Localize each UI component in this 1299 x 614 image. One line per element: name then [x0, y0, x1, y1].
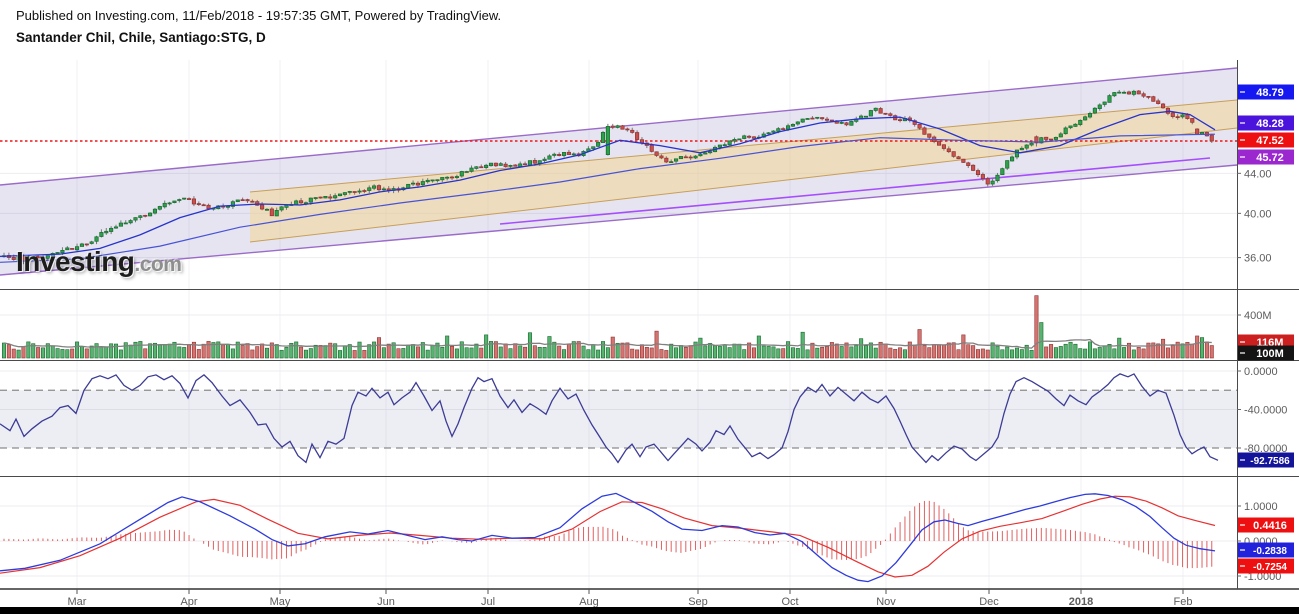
- investing-logo: Investing.com: [16, 246, 182, 277]
- svg-text:Jun: Jun: [377, 596, 395, 608]
- investing-logo-suffix: .com: [134, 253, 182, 276]
- price-panel: [0, 67, 1238, 276]
- svg-text:48.79: 48.79: [1256, 87, 1284, 99]
- investing-logo-brand: Investing: [16, 246, 135, 277]
- svg-text:Aug: Aug: [579, 596, 599, 608]
- svg-text:2018: 2018: [1069, 596, 1093, 608]
- svg-text:Sep: Sep: [688, 596, 708, 608]
- price-badge: 100M: [1238, 345, 1294, 361]
- svg-text:Nov: Nov: [876, 596, 896, 608]
- macd-signal-line: [0, 495, 1216, 578]
- published-line: Published on Investing.com, 11/Feb/2018 …: [16, 8, 502, 23]
- svg-text:-0.2838: -0.2838: [1253, 546, 1287, 557]
- macd-panel: [0, 492, 1216, 583]
- svg-text:Feb: Feb: [1174, 596, 1193, 608]
- svg-text:-40.0000: -40.0000: [1244, 405, 1287, 417]
- price-badge: -92.7586: [1238, 452, 1294, 468]
- macd-line: [0, 492, 1216, 583]
- svg-text:Jul: Jul: [481, 596, 495, 608]
- svg-text:0.0000: 0.0000: [1244, 366, 1278, 378]
- price-badge: 47.52: [1238, 132, 1294, 148]
- svg-text:0.4416: 0.4416: [1253, 520, 1287, 532]
- svg-text:1.0000: 1.0000: [1244, 501, 1278, 513]
- volume-panel: [1, 295, 1214, 359]
- wpr-line: [0, 373, 1219, 464]
- svg-text:36.00: 36.00: [1244, 253, 1272, 265]
- svg-text:Mar: Mar: [68, 596, 87, 608]
- svg-text:Dec: Dec: [979, 596, 999, 608]
- svg-text:-92.7586: -92.7586: [1250, 456, 1290, 467]
- instrument-title: Santander Chil, Chile, Santiago:STG, D: [16, 30, 266, 45]
- price-badge: -0.7254: [1238, 558, 1294, 574]
- svg-text:100M: 100M: [1256, 348, 1284, 360]
- svg-text:Apr: Apr: [180, 596, 197, 608]
- svg-text:May: May: [270, 596, 291, 608]
- svg-text:-80.0000: -80.0000: [1244, 443, 1287, 455]
- price-badge: 48.28: [1238, 115, 1294, 131]
- svg-text:48.28: 48.28: [1256, 118, 1284, 130]
- svg-text:Oct: Oct: [781, 596, 798, 608]
- price-badge: 48.79: [1238, 84, 1294, 100]
- price-badge: -0.2838: [1238, 542, 1294, 558]
- axes: 44.00 40.00 36.00 400M 0.0000 -40.0000 -80.000…: [0, 60, 1299, 614]
- price-badge: 45.72: [1238, 149, 1294, 165]
- price-badge: 0.4416: [1238, 517, 1294, 533]
- ma-fast-line: [0, 110, 1216, 258]
- svg-text:400M: 400M: [1244, 310, 1272, 322]
- svg-text:-1.0000: -1.0000: [1244, 571, 1281, 583]
- candles: [1, 89, 1214, 265]
- svg-text:45.72: 45.72: [1256, 152, 1284, 164]
- volume-ma-line: [3, 338, 1212, 349]
- svg-text:-0.7254: -0.7254: [1253, 562, 1287, 573]
- ma-slow-line: [0, 133, 1216, 263]
- oscillator-panel: [0, 373, 1237, 464]
- svg-text:47.52: 47.52: [1256, 135, 1284, 147]
- bottom-black-bar: [0, 607, 1299, 614]
- svg-text:44.00: 44.00: [1244, 168, 1272, 180]
- svg-text:40.00: 40.00: [1244, 208, 1272, 220]
